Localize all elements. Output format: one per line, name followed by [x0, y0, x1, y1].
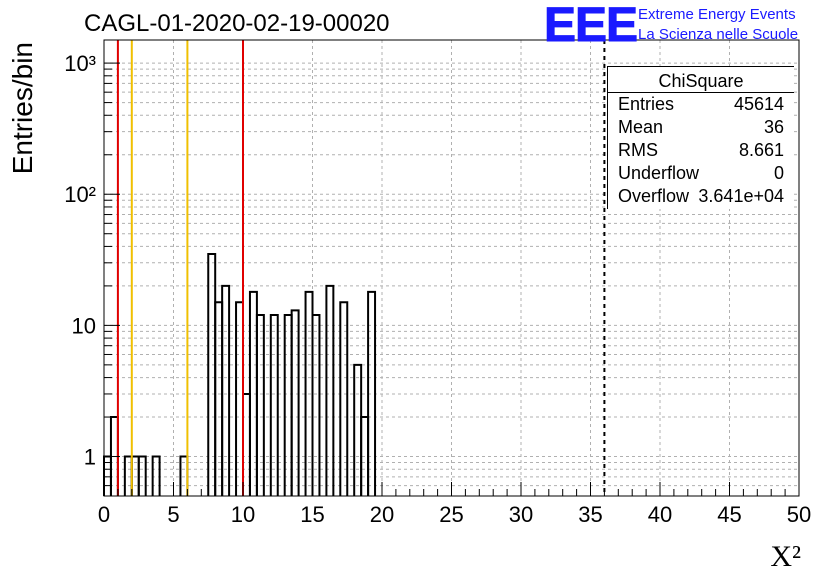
- x-tick-label: 15: [300, 502, 324, 527]
- logo-mark: EEE: [543, 0, 638, 53]
- y-tick-label: 10: [72, 313, 96, 338]
- y-axis-ticks: 1 10 10² 10³: [64, 51, 120, 497]
- stats-label: RMS: [618, 140, 658, 160]
- histogram-bar: [311, 313, 321, 496]
- histogram-bar: [367, 290, 377, 496]
- x-tick-label: 30: [509, 502, 533, 527]
- stats-label: Entries: [618, 94, 675, 114]
- histogram-bar: [221, 284, 231, 496]
- histogram-bar: [339, 301, 349, 496]
- stats-value: 45614: [733, 94, 784, 114]
- x-tick-label: 40: [648, 502, 672, 527]
- histogram-bar: [325, 284, 335, 496]
- stats-value: 36: [763, 117, 784, 137]
- x-tick-label: 5: [167, 502, 179, 527]
- histogram-bar: [242, 392, 251, 496]
- x-tick-label: 35: [578, 502, 602, 527]
- reference-lines: [116, 40, 606, 496]
- y-tick-label: 1: [84, 445, 96, 470]
- x-tick-label: 20: [370, 502, 394, 527]
- y-tick-label: 10³: [64, 51, 96, 76]
- stats-row-rms: RMS 8.661: [608, 139, 794, 162]
- grid: [104, 40, 799, 496]
- y-axis-label: Entries/bin: [7, 42, 38, 174]
- stats-row-overflow: Overflow 3.641e+04: [608, 185, 794, 208]
- histogram-bar: [207, 253, 217, 496]
- stats-row-underflow: Underflow 0: [608, 162, 794, 185]
- stats-separator: [608, 92, 794, 93]
- x-tick-label: 10: [231, 502, 255, 527]
- stats-title: ChiSquare: [658, 71, 744, 91]
- histogram-bar: [290, 309, 300, 496]
- y-tick-label: 10²: [64, 182, 96, 207]
- histogram-bars: [103, 253, 377, 496]
- stats-row-mean: Mean 36: [608, 116, 794, 139]
- x-tick-label: 45: [717, 502, 741, 527]
- x-tick-label: 25: [439, 502, 463, 527]
- stats-box: ChiSquare Entries 45614 Mean 36 RMS 8.66…: [607, 66, 794, 209]
- stats-value: 0: [773, 163, 784, 183]
- logo-line-1: Extreme Energy Events: [638, 6, 796, 23]
- x-axis-ticks: 0 5 10 15 20 25 30 35 40 45 50: [98, 482, 811, 527]
- histogram-bar: [269, 313, 279, 496]
- plot-title: CAGL-01-2020-02-19-00020: [84, 10, 390, 37]
- stats-label: Underflow: [618, 163, 700, 183]
- stats-value: 3.641e+04: [698, 186, 784, 206]
- stats-label: Mean: [618, 117, 664, 137]
- x-tick-label: 50: [787, 502, 811, 527]
- histogram-bar: [255, 313, 265, 496]
- stats-label: Overflow: [618, 186, 690, 206]
- histogram-bar: [353, 363, 363, 496]
- histogram-bar: [137, 455, 147, 496]
- stats-value: 8.661: [738, 140, 784, 160]
- stats-row-entries: Entries 45614: [608, 93, 794, 116]
- x-axis-label: X²: [770, 540, 801, 572]
- logo-line-2: La Scienza nelle Scuole: [638, 26, 799, 43]
- x-tick-label: 0: [98, 502, 110, 527]
- histogram-bar: [151, 455, 161, 496]
